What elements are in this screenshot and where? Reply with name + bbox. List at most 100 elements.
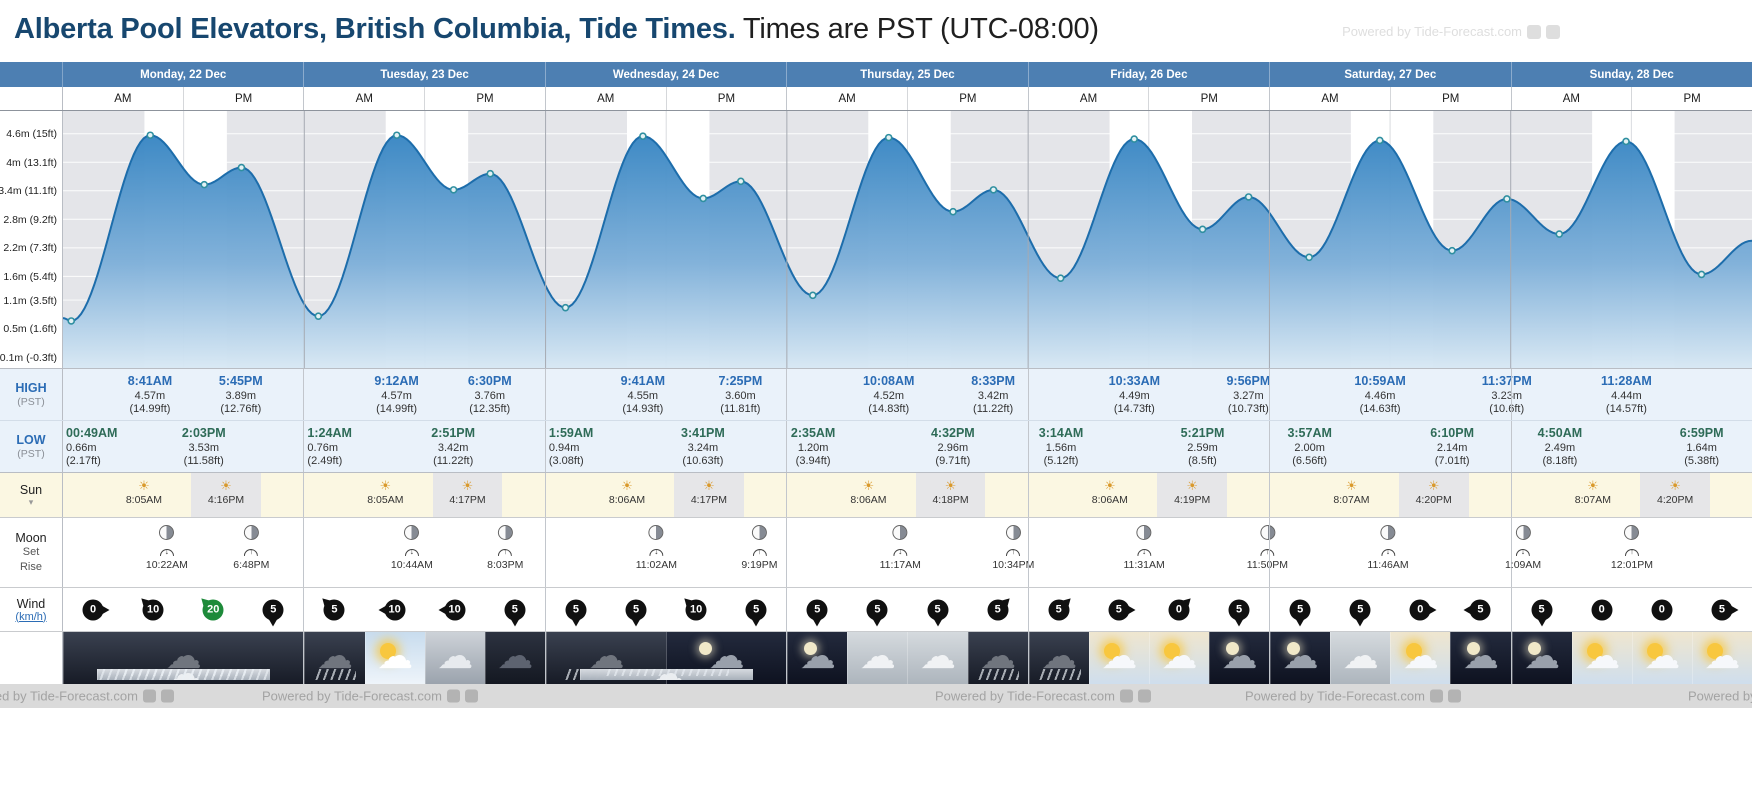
low-tide-entry: 2:51PM 3.42m (11.22ft) <box>431 426 475 469</box>
watermark: Powered by Tide-Forecast.com <box>262 689 478 704</box>
sunset-time: 4:20PM <box>1657 494 1694 506</box>
moon-set-label: Set <box>22 546 40 559</box>
high-tide-entry: 10:59AM 4.46m (14.63ft) <box>1354 374 1405 417</box>
social-icon[interactable] <box>1137 689 1151 703</box>
high-tide-entry: 11:37PM 3.23m (10.6ft) <box>1482 374 1532 417</box>
watermark: Powered by Tide-Forecast.com <box>0 689 174 704</box>
tide-table: Monday, 22 Dec Tuesday, 23 Dec Wednesday, … <box>0 62 1752 708</box>
watermark-text: Powered by Tide-Forecast.com <box>935 688 1115 704</box>
day-header-4: Friday, 26 Dec <box>1027 62 1269 87</box>
tide-height-ft: (5.12ft) <box>1043 455 1079 468</box>
wind-marker: 0 <box>1585 593 1619 627</box>
wind-direction-arrow <box>933 619 942 630</box>
social-icon[interactable] <box>1546 24 1560 39</box>
social-icon[interactable] <box>1429 689 1443 703</box>
watermark: Powered by Tide-Forecast.com <box>1245 689 1461 704</box>
cloud-icon: ☁ <box>1584 634 1621 676</box>
social-icon[interactable] <box>1119 689 1133 703</box>
wind-marker: 0 <box>1162 592 1197 627</box>
weather-tile-cloudy: ☁ <box>1330 632 1391 684</box>
moon-row: Moon Set Rise ↓ 10:22AM ↑ 6:48PM ↓ 10:44AM ↑ 8:… <box>0 518 1752 588</box>
sunset-time: 4:20PM <box>1415 494 1452 506</box>
social-icon[interactable] <box>464 689 478 703</box>
low-tide-entry: 5:21PM 2.59m (8.5ft) <box>1181 426 1225 469</box>
tide-time: 10:33AM <box>1108 374 1161 388</box>
wind-marker: 10 <box>374 593 412 627</box>
tide-height-m: 2.14m <box>1436 441 1468 454</box>
weather-tile-cloudy: ☁ <box>907 632 968 684</box>
weather-tile-night-rain: ☁ <box>63 632 304 684</box>
tide-height-ft: (14.93ft) <box>622 403 664 416</box>
low-day-6: 4:50AM 2.49m (8.18ft) 6:59PM 1.64m (5.38ft) <box>1510 421 1752 472</box>
wind-speed: 5 <box>565 599 587 620</box>
tide-height-m: 1.20m <box>797 441 829 454</box>
cloud-icon: ☁ <box>920 634 957 676</box>
low-cells: 00:49AM 0.66m (2.17ft) 2:03PM 3.53m (11.58ft)… <box>63 421 1752 472</box>
wind-marker: 10 <box>678 592 713 627</box>
tide-height-ft: (11.58ft) <box>183 455 224 468</box>
sunset-icon: ☀ <box>220 478 232 493</box>
tide-time: 5:21PM <box>1180 426 1225 440</box>
tide-time: 3:41PM <box>681 426 725 440</box>
sunset-time: 4:17PM <box>690 494 728 506</box>
social-icon[interactable] <box>160 689 174 703</box>
am-label: AM <box>1079 92 1098 105</box>
social-icon[interactable] <box>446 689 460 703</box>
social-icon[interactable] <box>1447 689 1461 703</box>
low-day-2: 1:59AM 0.94m (3.08ft) 3:41PM 3.24m (10.63ft) <box>544 421 786 472</box>
kmh-unit-link[interactable]: (km/h) <box>15 610 47 623</box>
weather-tile-overcast: ☁ <box>424 632 485 684</box>
moon-rise-label: Rise <box>19 560 42 573</box>
low-day-4: 3:14AM 1.56m (5.12ft) 5:21PM 2.59m (8.5ft) <box>1027 421 1269 472</box>
sunset-shade <box>1640 473 1710 517</box>
tide-time: 10:59AM <box>1354 374 1406 388</box>
weather-tile-sun-cloud: ☁ <box>1390 632 1451 684</box>
sunset-time: 4:16PM <box>207 494 245 506</box>
social-icon[interactable] <box>1527 24 1541 39</box>
social-icon[interactable] <box>142 689 156 703</box>
tide-time: 6:59PM <box>1679 426 1724 440</box>
tide-time: 1:59AM <box>548 426 594 440</box>
moon-row-label: Moon Set Rise <box>0 518 63 587</box>
moon-rise-entry: ↑ 11:50PM <box>1247 525 1288 571</box>
sunset-shade <box>674 473 744 517</box>
sunrise-icon: ☀ <box>1587 478 1599 493</box>
day-header-6: Sunday, 28 Dec <box>1510 62 1752 87</box>
ampm-day-3: AM PM <box>786 87 1027 110</box>
watermark-text: Powered by Tide-Forecast.com <box>262 688 442 704</box>
tide-height-m: 2.49m <box>1544 441 1576 454</box>
weather-day-5: ☁ ☁ ☁ ☁ <box>1269 632 1511 684</box>
wind-label: Wind <box>16 596 46 611</box>
cloud-icon: ☁ <box>980 634 1017 676</box>
wind-marker: 10 <box>135 592 170 627</box>
wind-day-5: 5 5 0 5 <box>1269 588 1510 631</box>
wind-speed: 5 <box>1531 599 1553 620</box>
wind-marker: 0 <box>76 593 114 627</box>
cloud-icon: ☁ <box>316 634 353 676</box>
moon-set-time: 1:09AM <box>1504 559 1542 571</box>
wind-marker: 10 <box>434 593 472 627</box>
wind-marker: 5 <box>981 592 1015 627</box>
wind-direction-arrow <box>510 619 519 630</box>
tide-time: 00:49AM <box>66 426 118 440</box>
tide-height-m: 3.27m <box>1233 389 1264 402</box>
sunrise-time: 8:07AM <box>1574 494 1611 506</box>
cloud-icon: ☁ <box>1462 634 1499 676</box>
wind-marker: 5 <box>800 593 834 630</box>
sunrise-time: 8:05AM <box>367 494 404 506</box>
tide-height-ft: (11.81ft) <box>720 403 761 416</box>
timezone-title: Times are PST (UTC-08:00) <box>735 13 1099 45</box>
tide-time: 2:03PM <box>181 426 226 440</box>
wind-cells: 0 10 20 5 5 10 10 5 5 5 10 5 5 5 5 5 5 5 0 5 5 5 0 5 5 0 0 5 <box>63 588 1752 631</box>
cloud-icon: ☁ <box>708 634 745 676</box>
weather-tile-night-cloud: ☁ <box>484 632 545 684</box>
cloud-icon: ☁ <box>497 634 534 676</box>
cloud-icon: ☁ <box>588 634 625 676</box>
wind-marker: 5 <box>1102 593 1140 627</box>
wind-direction-arrow <box>1731 605 1743 614</box>
tide-height-m: 2.59m <box>1187 441 1218 454</box>
chevron-down-icon[interactable]: ▾ <box>28 497 34 508</box>
pm-label: PM <box>182 87 304 110</box>
moon-set-icon: ↓ <box>159 547 174 556</box>
